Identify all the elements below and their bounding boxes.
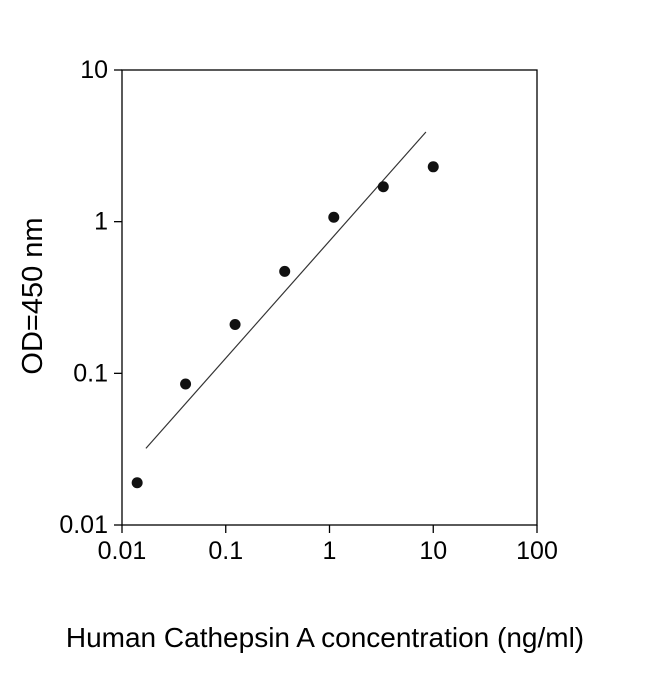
y-tick-label: 0.01 [59,511,108,539]
x-tick-label: 100 [516,537,558,565]
y-axis-title: OD=450 nm [17,217,49,374]
trend-line [145,131,427,449]
y-tick-label: 10 [80,56,108,84]
data-point [229,318,241,330]
plot-layer: 0.01 0.1 1 10 100 0.01 0.1 1 10 [59,56,558,565]
data-point [279,265,291,277]
data-point [131,477,143,489]
x-tick-label: 0.1 [208,537,243,565]
plot-frame [121,69,538,526]
y-tick-label: 0.1 [73,359,108,387]
data-point [180,378,192,390]
data-point [427,161,439,173]
x-tick-label: 10 [419,537,447,565]
x-tick-label: 1 [323,537,337,565]
data-point [328,211,340,223]
x-axis-title: Human Cathepsin A concentration (ng/ml) [66,622,584,653]
data-point [377,181,389,193]
y-tick-label: 1 [94,208,108,236]
x-tick-label: 0.01 [98,537,147,565]
